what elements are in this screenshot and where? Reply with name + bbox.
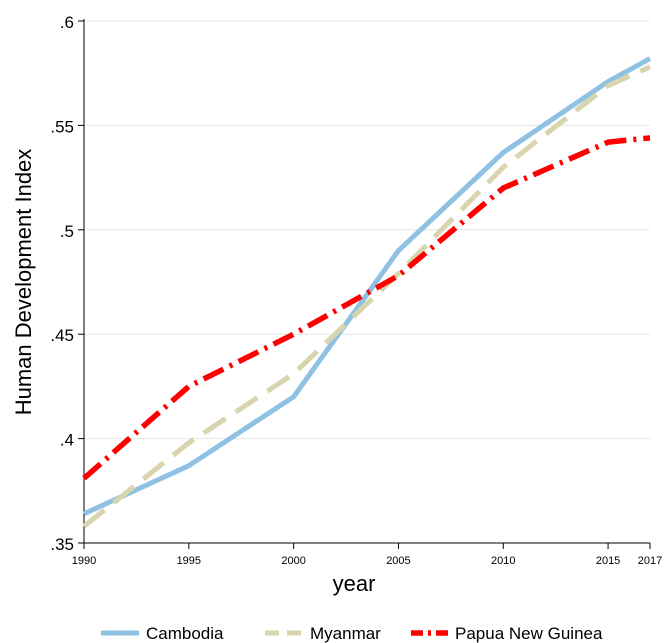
x-tick-label: 1990 <box>72 555 96 567</box>
y-tick-label: .55 <box>50 117 74 136</box>
series-lines <box>82 56 652 529</box>
legend-label-cambodia: Cambodia <box>146 624 224 643</box>
legend: Cambodia Myanmar Papua New Guinea <box>101 624 603 643</box>
series-line-myanmar <box>82 64 652 529</box>
x-tick-label: 2010 <box>491 555 515 567</box>
x-axis-ticks: 1990 1995 2000 2005 2010 2015 2017 <box>72 543 662 567</box>
legend-label-papua-new-guinea: Papua New Guinea <box>455 624 603 643</box>
y-axis-ticks: .35 .4 .45 .5 .55 .6 <box>50 13 84 554</box>
legend-label-myanmar: Myanmar <box>310 624 381 643</box>
x-tick-label: 2000 <box>281 555 305 567</box>
x-tick-label: 2015 <box>596 555 620 567</box>
y-tick-label: .5 <box>60 222 74 241</box>
series-line-papua-new-guinea <box>82 135 651 481</box>
x-axis-title: year <box>333 571 376 596</box>
y-axis-title: Human Development Index <box>11 149 36 416</box>
y-tick-label: .45 <box>50 326 74 345</box>
y-tick-label: .6 <box>60 13 74 32</box>
axes <box>83 19 650 544</box>
series-line-cambodia <box>82 56 652 517</box>
y-tick-label: .4 <box>60 431 74 450</box>
x-tick-label: 2017 <box>638 555 662 567</box>
x-tick-label: 2005 <box>386 555 410 567</box>
x-tick-label: 1995 <box>177 555 201 567</box>
y-tick-label: .35 <box>50 535 74 554</box>
